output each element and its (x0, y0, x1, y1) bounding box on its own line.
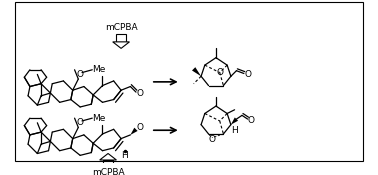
Text: O: O (136, 123, 143, 132)
Text: O: O (136, 89, 143, 99)
Text: O: O (248, 116, 255, 125)
Polygon shape (100, 153, 116, 160)
Text: O: O (77, 70, 84, 79)
Text: mCPBA: mCPBA (92, 168, 124, 175)
Text: O: O (216, 68, 223, 77)
Text: H: H (121, 151, 128, 160)
Text: H: H (231, 126, 238, 135)
Text: Me: Me (92, 65, 105, 74)
Polygon shape (192, 67, 201, 76)
Text: O: O (77, 118, 84, 127)
Text: O: O (244, 70, 251, 79)
Polygon shape (113, 42, 129, 48)
Text: mCPBA: mCPBA (105, 23, 137, 32)
Polygon shape (104, 160, 113, 167)
Text: Me: Me (92, 114, 105, 123)
Polygon shape (116, 34, 126, 42)
Text: O: O (209, 135, 216, 144)
Polygon shape (130, 128, 138, 135)
Polygon shape (231, 117, 238, 125)
